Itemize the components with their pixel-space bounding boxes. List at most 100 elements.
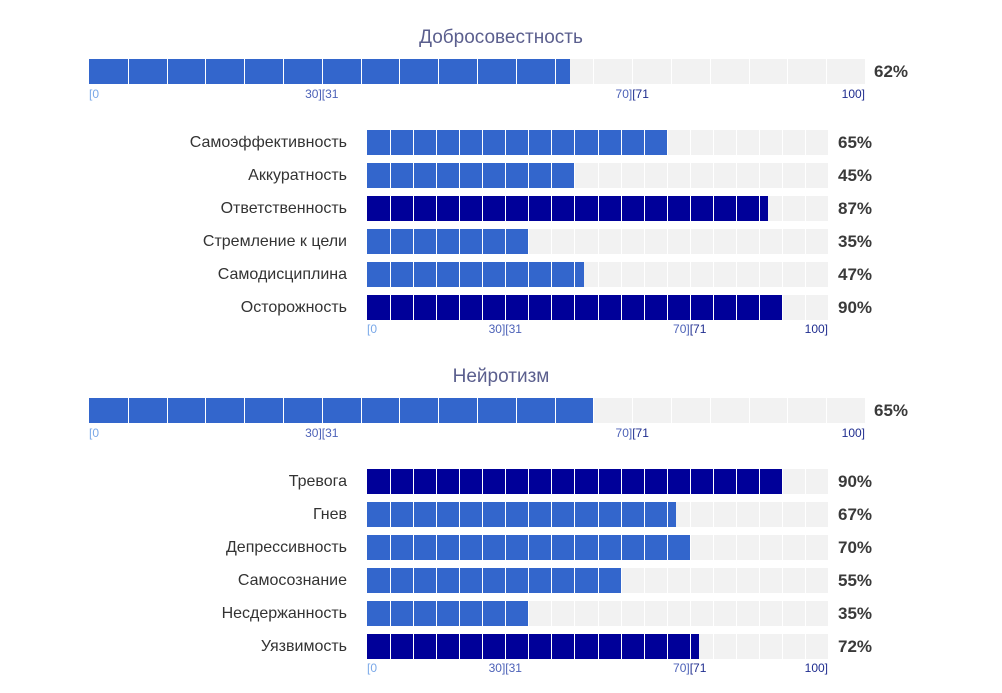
bar-grid-line: [482, 601, 483, 626]
facet-bar-value: 47%: [838, 265, 873, 284]
bar-grid-line: [574, 196, 575, 221]
bar-grid-line: [528, 229, 529, 254]
bar-grid-line: [390, 535, 391, 560]
bar-grid-line: [390, 262, 391, 287]
bar-grid-line: [826, 398, 827, 423]
bar-grid-line: [805, 130, 806, 155]
overall-bar-fill: [89, 59, 570, 84]
bar-grid-line: [551, 295, 552, 320]
bar-grid-line: [621, 502, 622, 527]
bar-grid-line: [390, 502, 391, 527]
bar-grid-line: [621, 634, 622, 659]
bar-grid-line: [551, 568, 552, 593]
bar-grid-line: [749, 59, 750, 84]
bar-grid-line: [390, 568, 391, 593]
facet-scale-tick: [31: [505, 322, 522, 336]
bar-grid-line: [413, 229, 414, 254]
bar-grid-line: [621, 469, 622, 494]
bar-grid-line: [505, 535, 506, 560]
facet-bar-fill: [367, 568, 621, 593]
bar-grid-line: [477, 59, 478, 84]
bar-grid-line: [528, 295, 529, 320]
bar-grid-line: [438, 398, 439, 423]
bar-grid-line: [667, 163, 668, 188]
facet-bar-value: 45%: [838, 166, 873, 185]
bar-grid-line: [644, 634, 645, 659]
bar-grid-line: [805, 295, 806, 320]
category-label: Самодисциплина: [217, 266, 347, 283]
facet-bar-fill: [367, 130, 667, 155]
facet-bar-fill: [367, 163, 574, 188]
bar-grid-line: [805, 535, 806, 560]
bar-grid-line: [736, 196, 737, 221]
bar-grid-line: [759, 262, 760, 287]
bar-grid-line: [621, 568, 622, 593]
bar-grid-line: [528, 601, 529, 626]
category-label: Ответственность: [220, 200, 347, 217]
bar-grid-line: [390, 229, 391, 254]
facet-bar-fill: [367, 634, 699, 659]
bar-grid-line: [390, 469, 391, 494]
bar-grid-line: [244, 398, 245, 423]
overall-scale-tick: 100]: [841, 87, 865, 101]
bar-grid-line: [436, 130, 437, 155]
category-label: Несдержанность: [221, 605, 347, 622]
bar-grid-line: [710, 59, 711, 84]
bar-grid-line: [598, 163, 599, 188]
bar-grid-line: [459, 295, 460, 320]
bar-grid-line: [390, 130, 391, 155]
bar-grid-line: [574, 229, 575, 254]
bar-grid-line: [690, 502, 691, 527]
bar-grid-line: [690, 229, 691, 254]
bar-grid-line: [505, 262, 506, 287]
overall-scale-tick: [31: [321, 87, 339, 101]
facet-scale-tick: [71: [689, 322, 707, 336]
category-label: Стремление к цели: [202, 233, 347, 250]
bar-grid-line: [644, 262, 645, 287]
bar-grid-line: [598, 262, 599, 287]
bar-grid-line: [551, 229, 552, 254]
bar-grid-line: [459, 502, 460, 527]
bar-grid-line: [826, 59, 827, 84]
bar-grid-line: [713, 469, 714, 494]
bar-grid-line: [805, 568, 806, 593]
bar-grid-line: [390, 634, 391, 659]
category-label: Тревога: [288, 473, 347, 490]
bar-grid-line: [459, 262, 460, 287]
bar-grid-line: [459, 535, 460, 560]
facet-scale-tick: 100]: [804, 322, 828, 336]
bar-grid-line: [805, 163, 806, 188]
facet-bar-track: [367, 196, 828, 221]
bar-grid-line: [574, 130, 575, 155]
facet-bar-value: 70%: [838, 538, 873, 557]
bar-grid-line: [667, 130, 668, 155]
overall-scale-tick: 30]: [305, 426, 322, 440]
facet-scale-tick: 100]: [804, 661, 828, 675]
bar-grid-line: [805, 196, 806, 221]
bar-grid-line: [644, 196, 645, 221]
bar-grid-line: [598, 295, 599, 320]
category-label: Уязвимость: [260, 638, 347, 655]
facet-scale-tick: [31: [505, 661, 522, 675]
facet-bar-value: 67%: [838, 505, 873, 524]
facet-bar-track: [367, 535, 828, 560]
bar-grid-line: [505, 163, 506, 188]
bar-grid-line: [413, 634, 414, 659]
bar-grid-line: [782, 130, 783, 155]
bar-grid-line: [667, 229, 668, 254]
bar-grid-line: [805, 502, 806, 527]
bar-grid-line: [459, 130, 460, 155]
bar-grid-line: [671, 398, 672, 423]
bar-grid-line: [621, 196, 622, 221]
facet-scale-tick: 70]: [673, 661, 690, 675]
bar-grid-line: [413, 568, 414, 593]
bar-grid-line: [390, 295, 391, 320]
facet-bar-value: 65%: [838, 133, 873, 152]
facet-scale-tick: [0: [367, 661, 378, 675]
bar-grid-line: [644, 295, 645, 320]
bar-grid-line: [477, 398, 478, 423]
facet-bar-fill: [367, 601, 528, 626]
bar-grid-line: [598, 229, 599, 254]
bar-grid-line: [805, 634, 806, 659]
bar-grid-line: [621, 295, 622, 320]
